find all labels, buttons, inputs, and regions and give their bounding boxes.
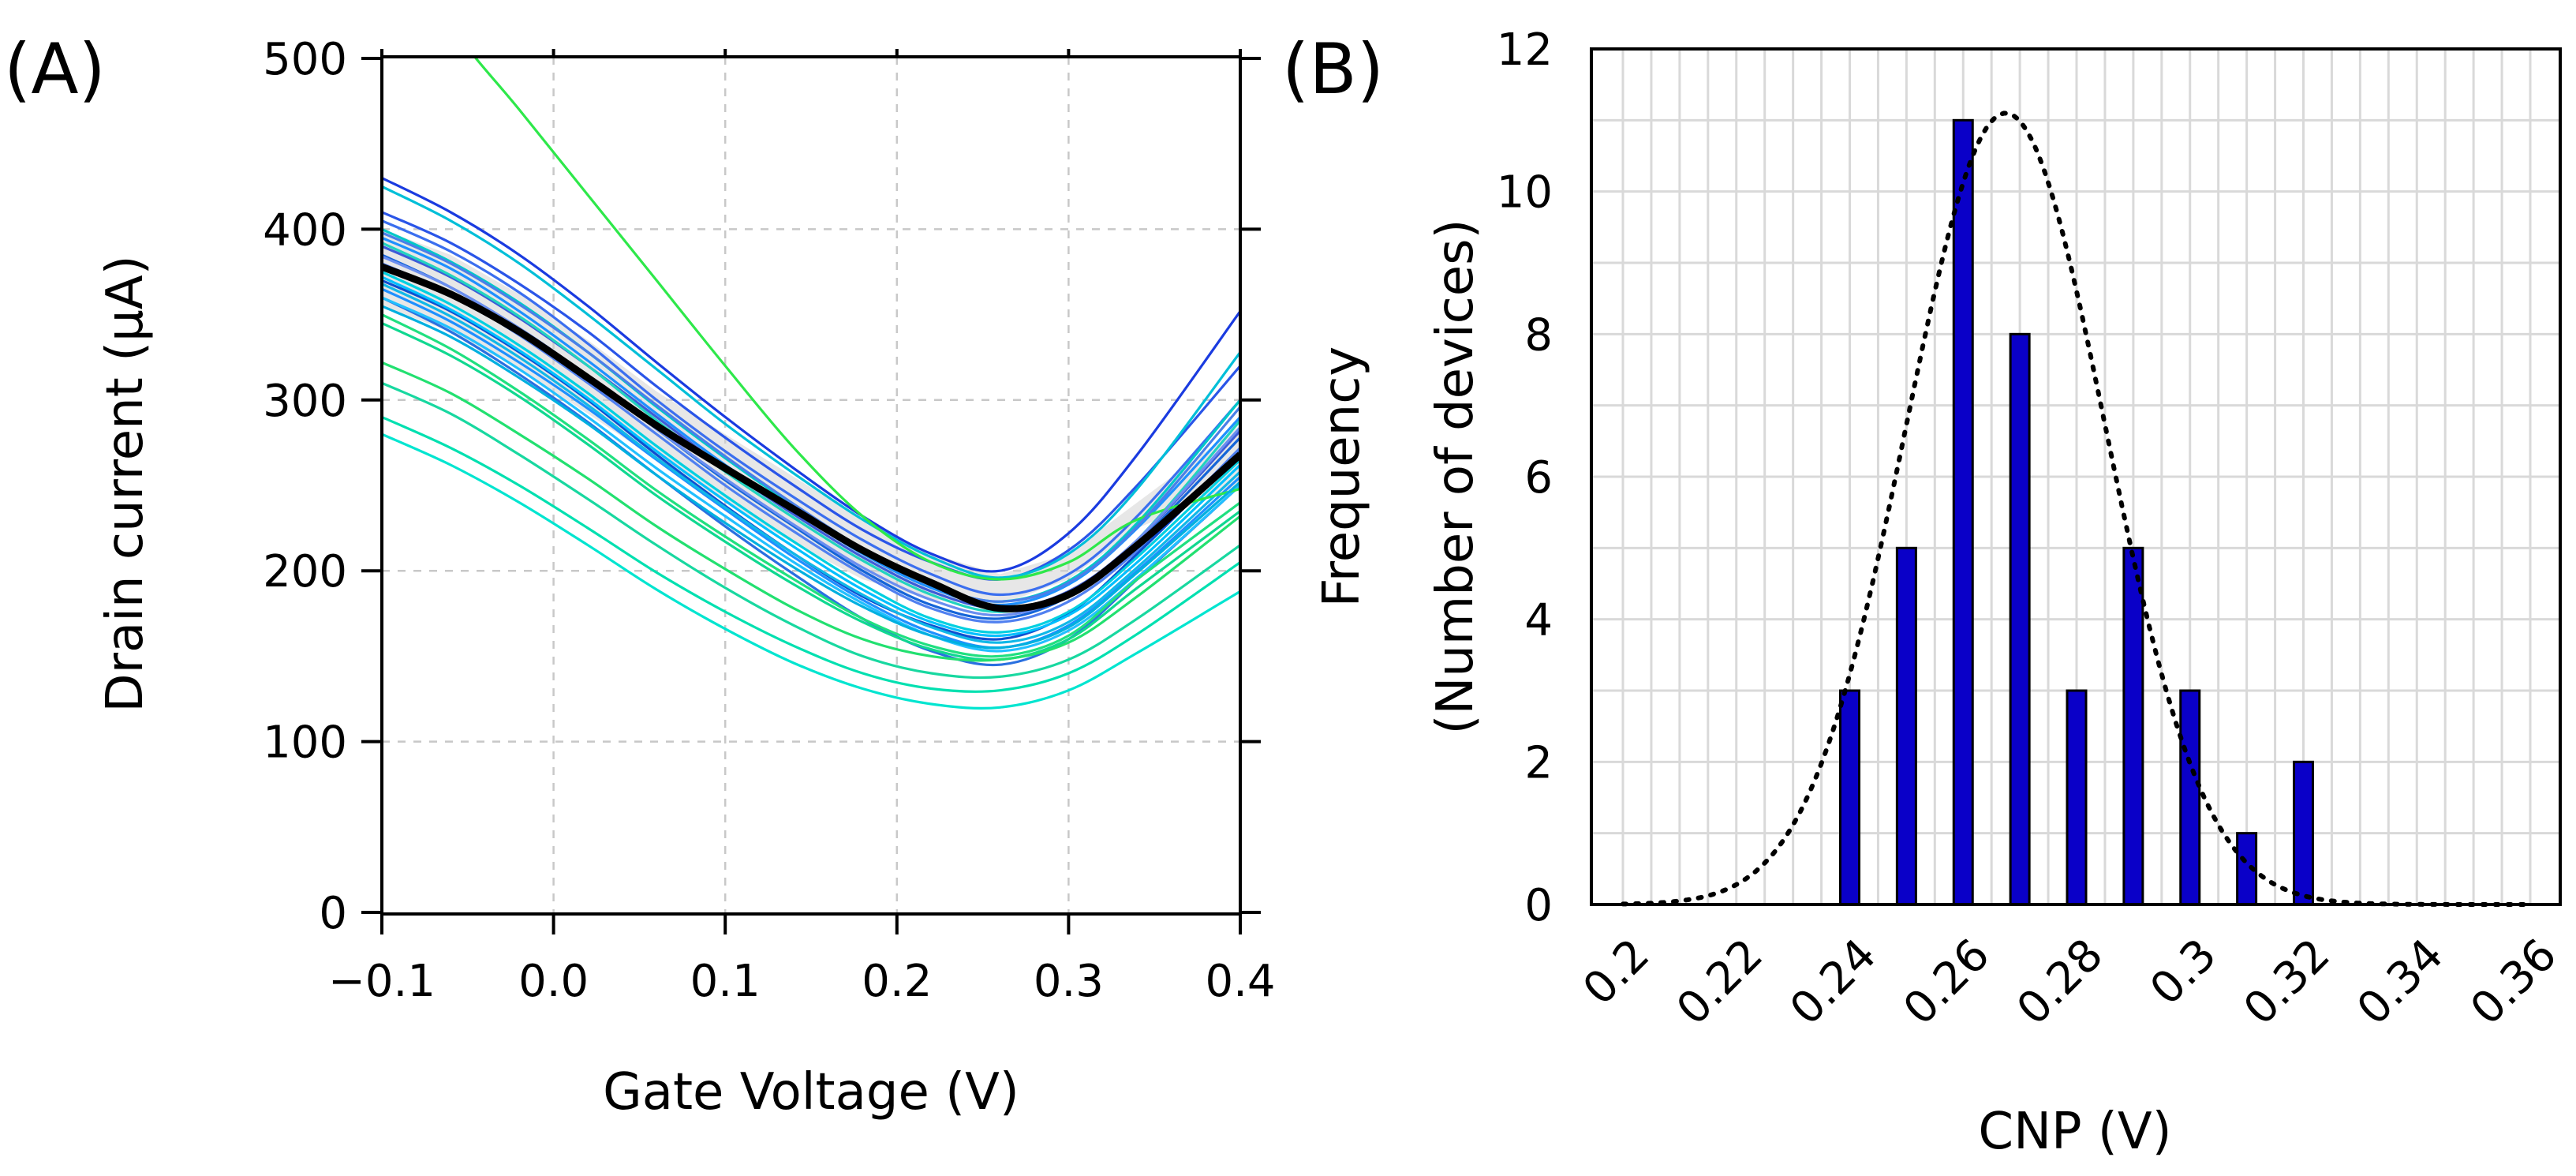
panel-a-label: (A): [4, 28, 106, 110]
y-tick-label: 300: [263, 376, 347, 427]
y-tick-label: 12: [1497, 24, 1553, 76]
x-tick-label: 0.2: [862, 956, 932, 1007]
x-tick-label: 0.4: [1205, 956, 1275, 1007]
y-tick-label: 4: [1524, 595, 1553, 646]
panel-b-bars: [1839, 118, 2314, 906]
panel-b-chart: (B) 0.2 0.22 0.24 0.26 0.28 0.3 0.32 0.34 0.36 0…: [1282, 24, 2567, 1161]
panel-a-x-tick-labels: −0.1 0.0 0.1 0.2 0.3 0.4: [328, 956, 1276, 1007]
panel-b-x-axis-title: CNP (V): [1978, 1103, 2171, 1161]
y-tick-label: 2: [1524, 737, 1553, 788]
series-line-17: [382, 296, 1240, 653]
series-line-15: [382, 275, 1240, 638]
series-line-27: [382, 305, 1240, 650]
series-line-18: [382, 313, 1240, 658]
series-line-16: [382, 283, 1240, 644]
panel-b-frame: [1590, 47, 2562, 906]
panel-a-y-axis-title: Drain current (μA): [96, 255, 155, 712]
series-line-2: [382, 211, 1240, 581]
x-tick-label: 0.3: [1034, 956, 1104, 1007]
series-line-24: [473, 57, 1240, 581]
y-tick-label: 100: [263, 717, 347, 769]
series-line-14: [382, 271, 1240, 634]
series-line-21: [382, 381, 1240, 680]
series-line-1: [382, 177, 1240, 573]
panel-a-frame: [380, 55, 1242, 916]
series-line-3: [382, 219, 1240, 597]
bar-6: [2122, 546, 2144, 906]
mean-curve: [382, 263, 1240, 612]
panel-b-y-tick-labels: 0 2 4 6 8 10 12: [1497, 24, 1553, 931]
panel-a-grid: [382, 57, 1240, 914]
series-line-25: [382, 231, 1240, 603]
y-tick-label: 400: [263, 204, 347, 256]
bar-3: [1952, 118, 1974, 906]
bar-7: [2179, 689, 2201, 906]
panel-b-y-axis-title-line1: Frequency: [1313, 346, 1371, 608]
panel-a-y-tick-labels: 0 100 200 300 400 500: [263, 34, 347, 939]
x-tick-label: 0.0: [518, 956, 589, 1007]
panel-a-ticks: [361, 49, 1261, 934]
y-tick-label: 6: [1524, 452, 1553, 504]
series-line-9: [382, 287, 1240, 650]
y-tick-label: 8: [1524, 309, 1553, 361]
series-line-20: [382, 361, 1240, 662]
bar-4: [2009, 332, 2031, 906]
y-tick-label: 500: [263, 34, 347, 85]
panel-a-mean-line: [382, 263, 1240, 612]
panel-b-fit-curve: [1621, 110, 2533, 907]
y-tick-label: 200: [263, 546, 347, 597]
bar-9: [2293, 760, 2314, 906]
panel-b-y-axis-title-line2: (Number of devices): [1426, 219, 1485, 735]
panel-b-label: (B): [1282, 28, 1384, 110]
gaussian-fit-curve: [1621, 110, 2533, 907]
y-tick-label: 0: [1524, 880, 1553, 931]
series-line-19: [382, 321, 1240, 661]
x-tick-label: −0.1: [328, 956, 436, 1007]
x-tick-label: 0.1: [690, 956, 761, 1007]
bar-5: [2066, 689, 2088, 906]
series-line-11: [382, 185, 1240, 579]
series-line-22: [382, 415, 1240, 693]
y-tick-label: 10: [1497, 167, 1553, 219]
y-tick-label: 0: [319, 888, 347, 939]
panel-a-series-lines: [382, 57, 1240, 710]
series-line-23: [382, 433, 1240, 710]
panel-a-chart: (A) −0.1 0.0 0.1 0.2 0.3 0.4 0 100 200 300 400 500…: [4, 28, 1276, 1122]
panel-a-x-axis-title: Gate Voltage (V): [603, 1063, 1019, 1122]
bar-2: [1895, 546, 1917, 906]
bar-1: [1839, 689, 1860, 906]
